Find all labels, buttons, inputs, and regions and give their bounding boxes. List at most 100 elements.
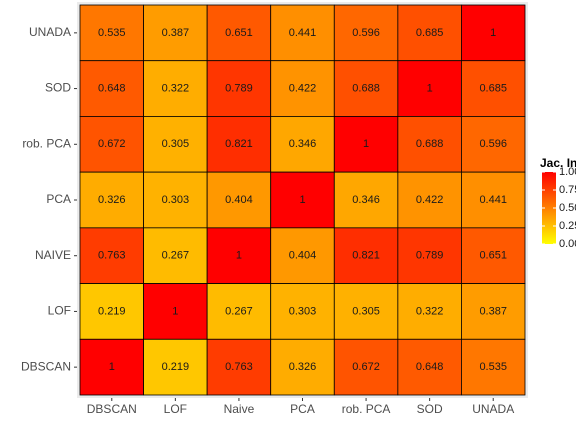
heat-cell [270, 338, 335, 396]
cell-label: 0.651 [479, 250, 507, 262]
heat-cell [143, 60, 208, 117]
heat-cell [397, 227, 462, 284]
cell-label: 0.422 [416, 194, 444, 206]
heat-cell [79, 283, 144, 340]
heat-cell [333, 116, 399, 173]
cell-label: 1 [490, 27, 496, 39]
colorbar-tick-label: 0.25 [559, 220, 576, 232]
heat-cell [206, 227, 272, 284]
heat-cell [397, 338, 462, 396]
x-tick-label: PCA [290, 402, 315, 416]
heat-cell [270, 171, 335, 229]
x-tick-label: LOF [164, 402, 187, 416]
cell-label: 1 [363, 138, 369, 150]
cell-label: 0.326 [289, 361, 317, 373]
colorbar-tick-label: 0.50 [559, 202, 576, 214]
heat-cell [270, 116, 335, 173]
colorbar-tick-label: 1.00 [559, 166, 576, 178]
x-tick-label: SOD [417, 402, 443, 416]
legend-title: Jac. Index [540, 156, 576, 170]
cell-label: 1 [172, 305, 178, 317]
cell-label: 0.789 [416, 250, 444, 262]
heat-cell [79, 338, 144, 396]
heat-cell [143, 338, 208, 396]
colorbar-tick-label: 0.75 [559, 184, 576, 196]
heat-cell [397, 116, 462, 173]
cell-label: 0.651 [225, 27, 253, 39]
cell-label: 0.322 [416, 305, 444, 317]
heat-cell [270, 227, 335, 284]
cell-label: 0.763 [98, 250, 126, 262]
colorbar-tick-label: 0.00 [559, 238, 576, 250]
cell-label: 0.821 [225, 138, 253, 150]
cell-label: 0.441 [289, 27, 317, 39]
cell-label: 0.821 [352, 250, 380, 262]
heat-cell [79, 60, 144, 117]
heat-cell [270, 283, 335, 340]
heat-cell [461, 60, 526, 117]
heat-cell [397, 171, 462, 229]
cell-label: 0.404 [225, 194, 253, 206]
cell-label: 0.322 [162, 82, 190, 94]
cell-label: 0.535 [98, 27, 126, 39]
cell-label: 1 [427, 82, 433, 94]
y-tick-label: PCA [46, 192, 71, 206]
heat-cell [79, 4, 144, 62]
cell-label: 1 [236, 250, 242, 262]
y-tick-label: NAIVE [35, 248, 71, 262]
cell-label: 0.648 [98, 82, 126, 94]
heat-cell [143, 283, 208, 340]
colorbar [542, 172, 556, 244]
heat-cell [333, 227, 399, 284]
x-tick-label: rob. PCA [342, 402, 391, 416]
heat-cell [461, 338, 526, 396]
cell-label: 1 [299, 194, 305, 206]
heat-cell [143, 116, 208, 173]
cell-label: 0.789 [225, 82, 253, 94]
heat-cell [206, 116, 272, 173]
cell-label: 0.303 [162, 194, 190, 206]
heat-cell [461, 171, 526, 229]
y-tick-label: rob. PCA [22, 136, 71, 150]
heat-cell [461, 4, 526, 62]
cell-label: 0.688 [416, 138, 444, 150]
heat-cell [79, 116, 144, 173]
cell-label: 0.422 [289, 82, 317, 94]
cell-label: 0.305 [352, 305, 380, 317]
cell-label: 0.346 [289, 138, 317, 150]
cell-label: 0.763 [225, 361, 253, 373]
cell-label: 0.303 [289, 305, 317, 317]
heat-cell [79, 227, 144, 284]
cell-label: 0.672 [98, 138, 126, 150]
heat-cell [79, 171, 144, 229]
cell-label: 0.387 [479, 305, 507, 317]
heat-cell [461, 116, 526, 173]
cell-label: 1 [109, 361, 115, 373]
heat-cell [206, 171, 272, 229]
heat-cell [333, 60, 399, 117]
cell-label: 0.219 [98, 305, 126, 317]
y-tick-label: UNADA [29, 25, 71, 39]
cell-label: 0.267 [162, 250, 190, 262]
y-tick-label: SOD [45, 81, 71, 95]
cell-label: 0.267 [225, 305, 253, 317]
y-tick-label: LOF [48, 304, 71, 318]
cell-label: 0.404 [289, 250, 317, 262]
cell-label: 0.672 [352, 361, 380, 373]
x-tick-label: Naive [224, 402, 255, 416]
cell-label: 0.688 [352, 82, 380, 94]
heat-cell [206, 60, 272, 117]
y-tick-label: DBSCAN [21, 359, 71, 373]
cell-label: 0.648 [416, 361, 444, 373]
heat-cell [333, 338, 399, 396]
cell-label: 0.219 [162, 361, 190, 373]
x-tick-label: DBSCAN [87, 402, 137, 416]
cell-label: 0.685 [416, 27, 444, 39]
cell-label: 0.441 [479, 194, 507, 206]
heat-cell [461, 227, 526, 284]
cell-label: 0.535 [479, 361, 507, 373]
cell-label: 0.346 [352, 194, 380, 206]
x-tick-label: UNADA [472, 402, 514, 416]
